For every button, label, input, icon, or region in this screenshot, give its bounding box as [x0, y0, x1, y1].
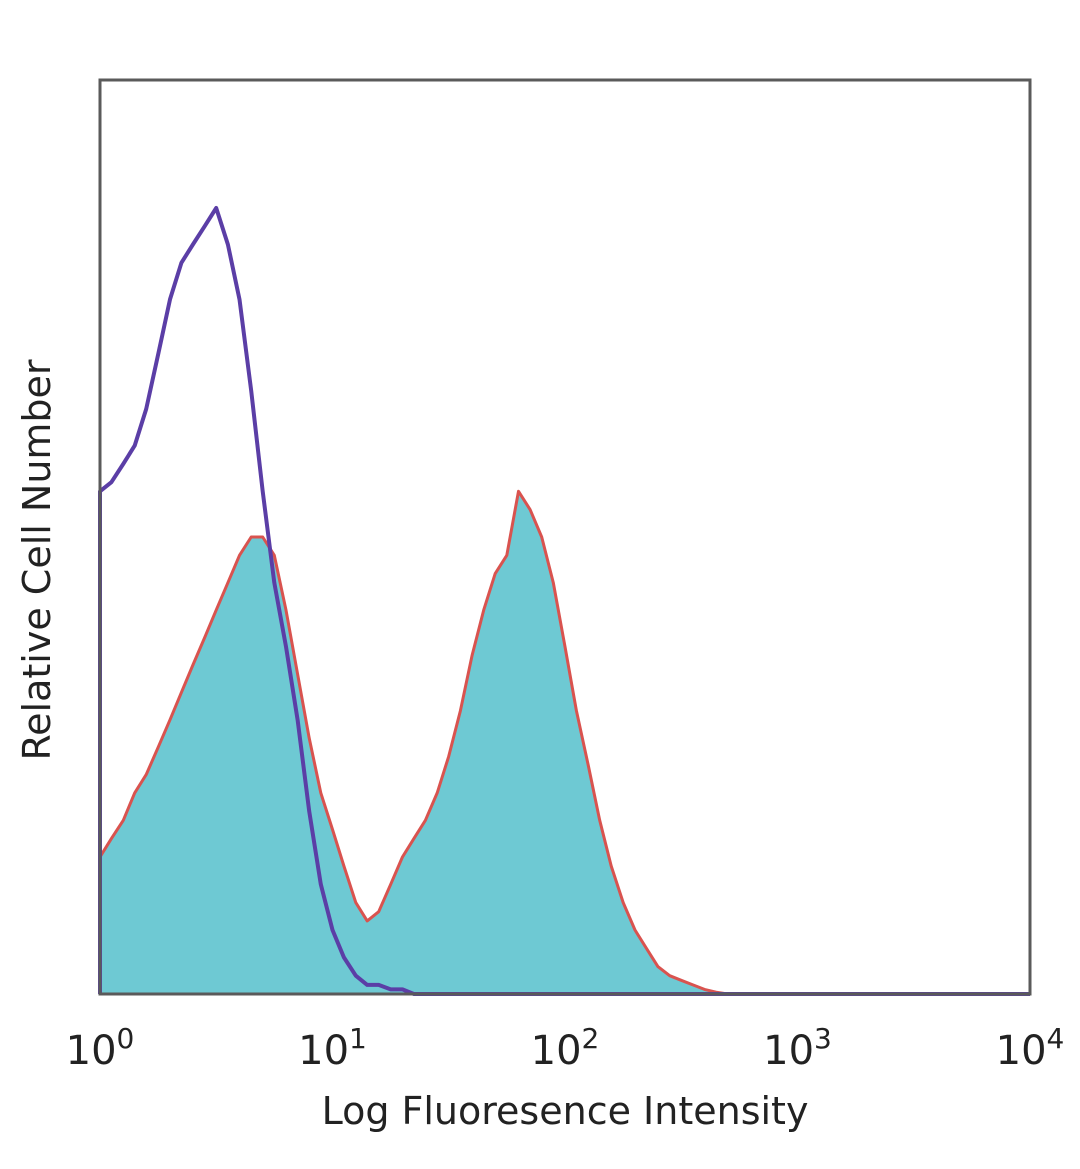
- x-tick-label: 103: [763, 1022, 832, 1074]
- x-tick-label: 102: [531, 1022, 600, 1074]
- plot-area: [98, 206, 1030, 996]
- plot-frame: [98, 78, 1032, 996]
- control-histogram-line: [98, 206, 1030, 996]
- x-tick-label: 100: [66, 1022, 135, 1074]
- x-axis-label: Log Fluoresence Intensity: [322, 1089, 809, 1133]
- x-tick-label: 101: [298, 1022, 367, 1074]
- stained-histogram-area: [100, 491, 740, 994]
- stained-histogram-outline: [98, 489, 740, 996]
- x-tick-label: 104: [996, 1022, 1065, 1074]
- x-tick-labels: 100 101 102 103 104: [66, 1022, 1065, 1074]
- y-axis-label: Relative Cell Number: [15, 359, 59, 760]
